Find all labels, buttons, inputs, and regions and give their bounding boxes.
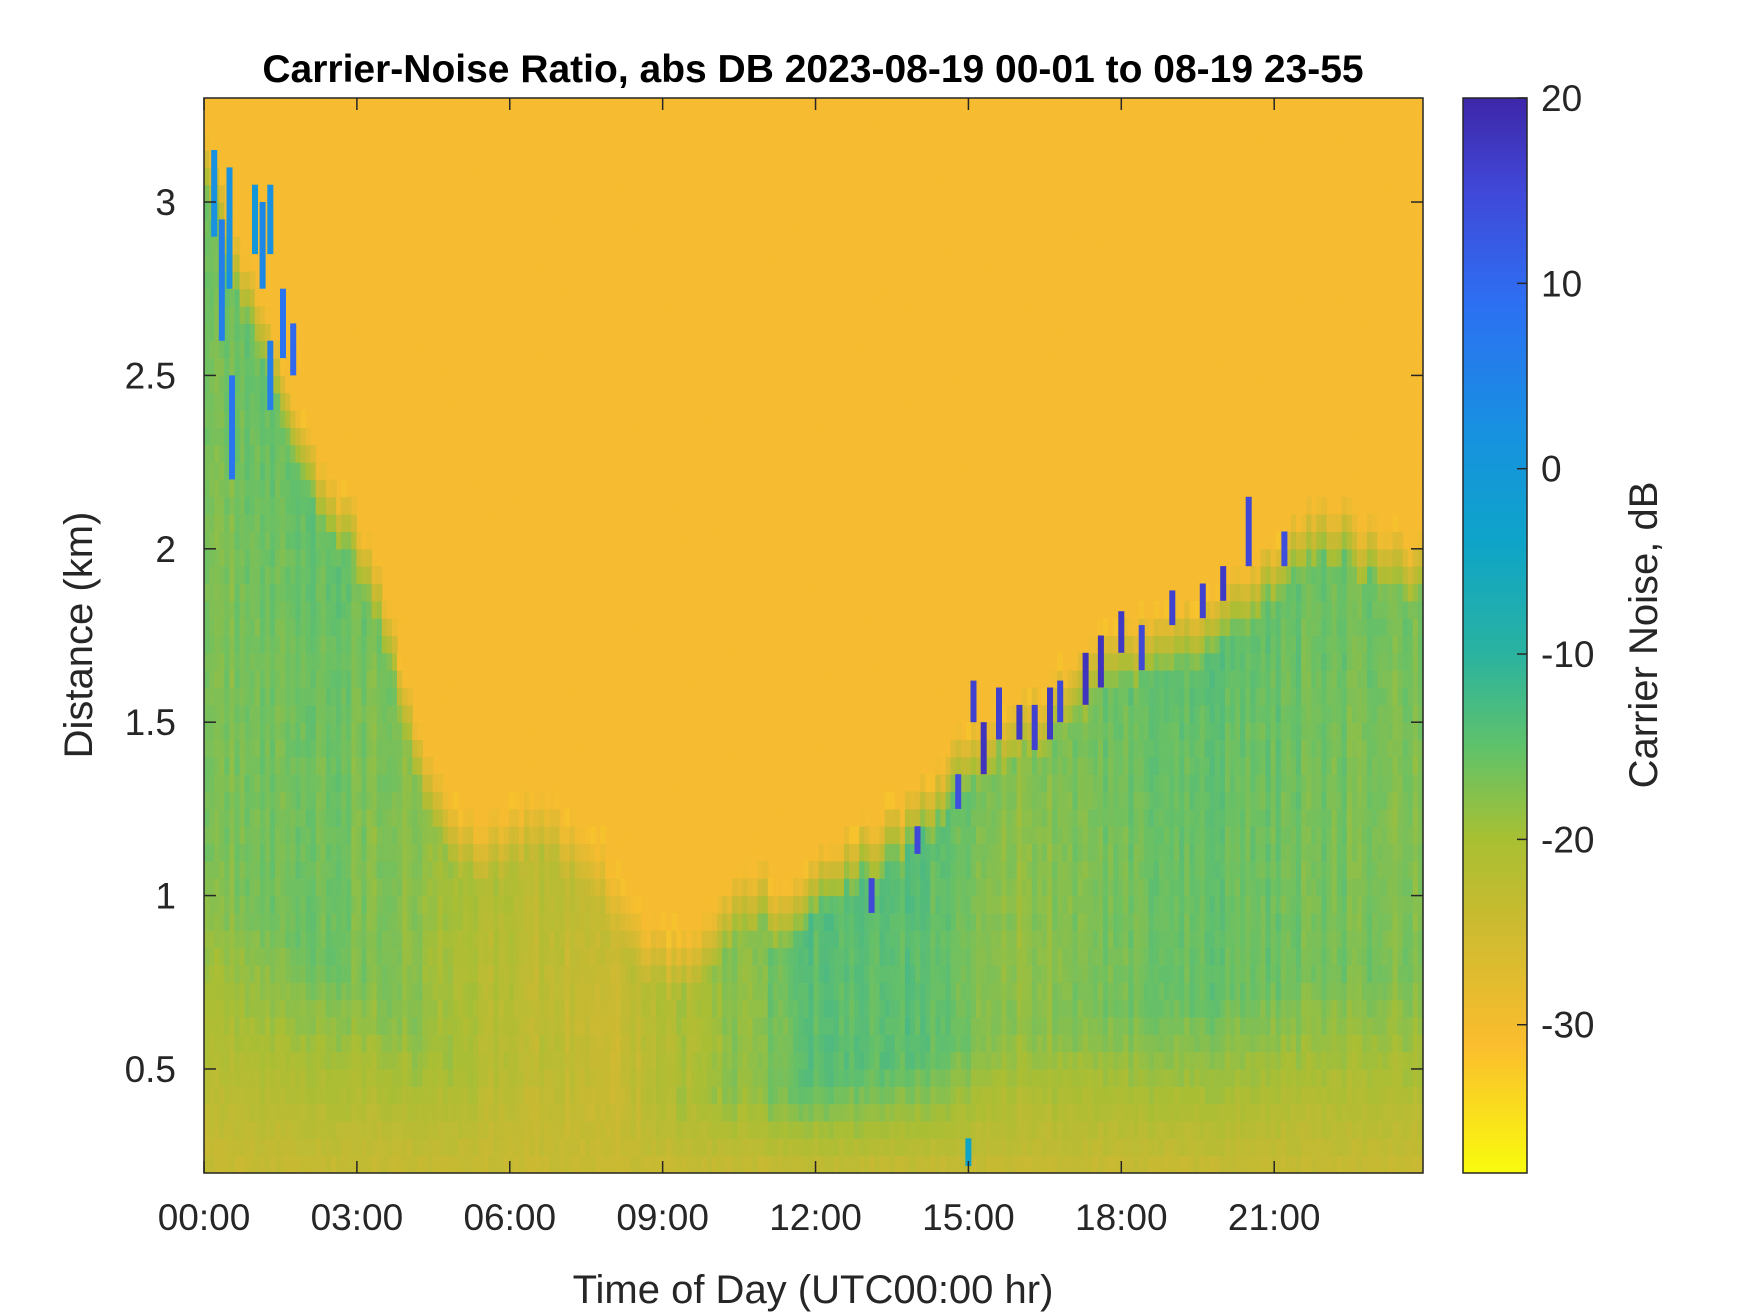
plot-area [203,97,1424,1174]
chart-title: Carrier-Noise Ratio, abs DB 2023-08-19 0… [262,48,1363,91]
